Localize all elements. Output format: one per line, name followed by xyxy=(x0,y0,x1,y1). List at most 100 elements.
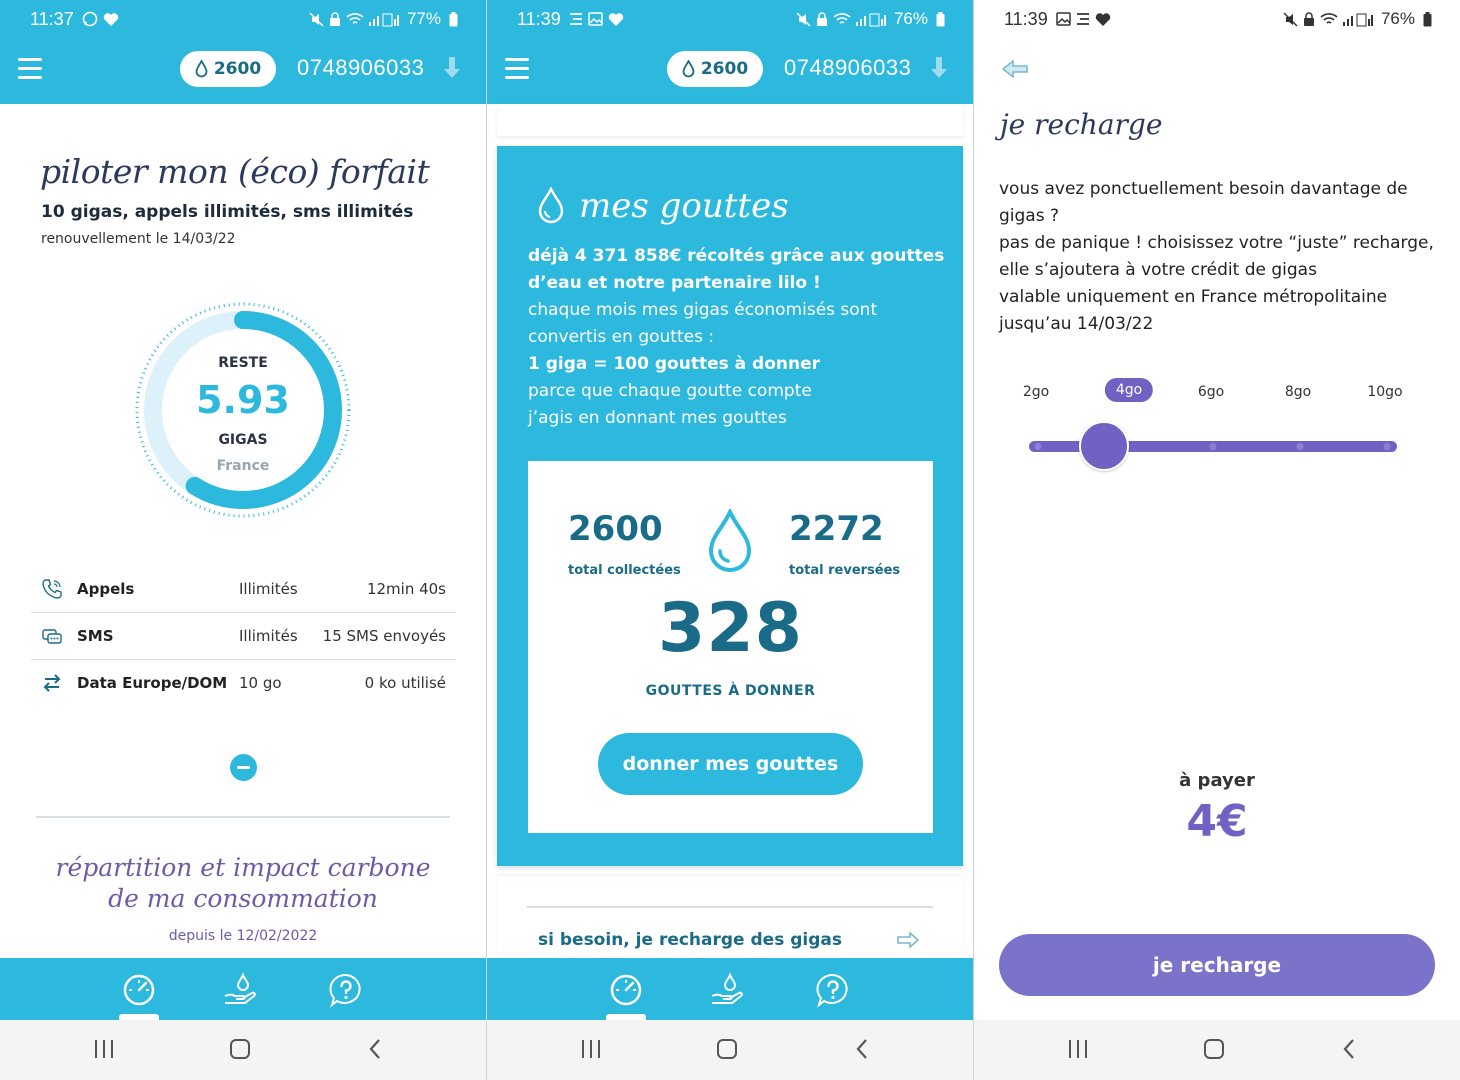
mute-icon xyxy=(796,11,811,27)
status-bar: 11:39 76% xyxy=(974,0,1460,38)
donated-value: 2272 xyxy=(789,509,884,549)
drops-title: mes gouttes xyxy=(537,186,789,226)
collapse-button[interactable] xyxy=(230,754,257,781)
back-icon[interactable] xyxy=(855,1038,869,1060)
drops-intro: déjà 4 371 858€ récoltés grâce aux goutt… xyxy=(528,246,945,293)
forfait-card xyxy=(11,116,475,958)
heart-icon xyxy=(1095,12,1110,26)
renewal-date: renouvellement le 14/03/22 xyxy=(41,231,236,247)
minus-icon xyxy=(237,766,250,769)
drop-icon xyxy=(682,60,695,78)
gauge-icon[interactable] xyxy=(121,972,157,1008)
page-title: piloter mon (éco) forfait xyxy=(40,152,430,191)
plan-summary: 10 gigas, appels illimités, sms illimité… xyxy=(41,202,414,222)
usage-used: 0 ko utilisé xyxy=(364,674,446,692)
usage-row-sms: SMS Illimités 15 SMS envoyés xyxy=(31,613,456,660)
impact-title-line2: de ma consommation xyxy=(108,884,378,913)
divider xyxy=(36,816,450,818)
slider-option-2go[interactable]: 2go xyxy=(1022,384,1050,400)
usage-row-appels: Appels Illimités 12min 40s xyxy=(31,566,456,613)
slider-option-8go[interactable]: 8go xyxy=(1284,384,1312,400)
battery-icon xyxy=(449,11,458,26)
app-bar: 2600 0748906033 xyxy=(0,38,486,104)
slider-option-6go[interactable]: 6go xyxy=(1197,384,1225,400)
recents-icon[interactable] xyxy=(1068,1038,1088,1060)
screen-gouttes: 11:39 76% 2600 0748906033 xyxy=(487,0,973,1080)
recharge-card[interactable]: si besoin, je recharge des gigas xyxy=(497,876,963,966)
image-icon xyxy=(1055,12,1071,26)
slider-step xyxy=(1034,443,1042,450)
drops-line1: chaque mois mes gigas économisés sont co… xyxy=(528,300,878,347)
signal-icon xyxy=(368,13,399,26)
slider-option-4go[interactable]: 4go xyxy=(1104,378,1154,402)
drop-icon xyxy=(538,187,564,224)
back-icon[interactable] xyxy=(1342,1038,1356,1060)
status-time: 11:39 xyxy=(1004,8,1048,29)
drops-line4: j’agis en donnant mes gouttes xyxy=(528,408,787,428)
lock-icon xyxy=(329,11,340,26)
drops-value: 2600 xyxy=(700,59,749,79)
data-gauge xyxy=(135,302,351,518)
screen-recharge: 11:39 76% je recharge vous avez ponctuel… xyxy=(974,0,1460,1080)
home-icon[interactable] xyxy=(229,1038,251,1060)
impact-title: répartition et impact carbone de ma cons… xyxy=(40,852,446,914)
screen-divider xyxy=(973,0,974,1080)
system-nav xyxy=(0,1020,486,1080)
recharge-description: vous avez ponctuellement besoin davantag… xyxy=(999,176,1439,338)
slider-thumb[interactable] xyxy=(1079,421,1129,471)
description-line: vous avez ponctuellement besoin davantag… xyxy=(999,179,1408,226)
phone-number: 0748906033 xyxy=(297,55,425,80)
status-time: 11:37 xyxy=(30,8,74,29)
battery-percent: 76% xyxy=(893,9,928,28)
drops-counter[interactable]: 2600 xyxy=(180,51,276,87)
drops-line3: parce que chaque goutte compte xyxy=(528,381,812,401)
usage-plan: Illimités xyxy=(239,580,298,598)
screen-forfait: 11:37 77% 2600 0748906033 piloter mon xyxy=(0,0,486,1080)
recharge-button[interactable]: je recharge xyxy=(999,934,1435,996)
hand-drop-icon[interactable] xyxy=(223,972,259,1008)
drops-value: 2600 xyxy=(213,59,262,79)
slider-option-10go[interactable]: 10go xyxy=(1367,384,1403,400)
notification-icon xyxy=(1076,12,1089,25)
heart-icon xyxy=(103,12,118,26)
wifi-icon xyxy=(833,12,851,24)
donate-button[interactable]: donner mes gouttes xyxy=(598,733,863,795)
donated-label: total reversées xyxy=(789,563,901,578)
phone-icon xyxy=(42,579,62,599)
impact-title-line1: répartition et impact carbone xyxy=(55,853,431,882)
menu-icon[interactable] xyxy=(18,58,42,80)
signal-icon xyxy=(855,13,886,26)
recents-icon[interactable] xyxy=(581,1038,601,1060)
help-icon[interactable] xyxy=(328,972,364,1008)
active-tab-indicator xyxy=(606,1014,646,1020)
slider-step xyxy=(1383,443,1391,450)
usage-name: SMS xyxy=(77,627,114,645)
wifi-icon xyxy=(346,12,364,24)
usage-name: Appels xyxy=(77,580,135,598)
recents-icon[interactable] xyxy=(94,1038,114,1060)
wifi-icon xyxy=(1320,12,1338,24)
back-icon[interactable] xyxy=(368,1038,382,1060)
gauge-arc xyxy=(144,311,342,509)
download-arrow-icon[interactable] xyxy=(930,56,948,80)
hand-drop-icon[interactable] xyxy=(710,972,746,1008)
home-icon[interactable] xyxy=(1203,1038,1225,1060)
status-bar: 11:39 76% xyxy=(487,0,973,38)
download-arrow-icon[interactable] xyxy=(443,56,461,80)
recharge-link[interactable]: si besoin, je recharge des gigas xyxy=(538,930,842,950)
description-line: pas de panique ! choisissez votre “juste… xyxy=(999,233,1434,280)
lock-icon xyxy=(816,11,827,26)
home-icon[interactable] xyxy=(716,1038,738,1060)
drops-counter[interactable]: 2600 xyxy=(667,51,763,87)
slider-labels: 2go 4go 6go 8go 10go xyxy=(974,378,1460,406)
gauge-icon[interactable] xyxy=(608,972,644,1008)
description-line: valable uniquement en France métropolita… xyxy=(999,287,1388,334)
bottom-nav xyxy=(0,958,486,1020)
drops-stats-card: 2600 total collectées 2272 total reversé… xyxy=(528,461,933,833)
arrow-right-icon[interactable] xyxy=(897,932,919,948)
back-arrow-icon[interactable] xyxy=(1002,60,1028,78)
system-nav xyxy=(487,1020,973,1080)
usage-used: 15 SMS envoyés xyxy=(322,627,446,645)
help-icon[interactable] xyxy=(815,972,851,1008)
menu-icon[interactable] xyxy=(505,58,529,80)
